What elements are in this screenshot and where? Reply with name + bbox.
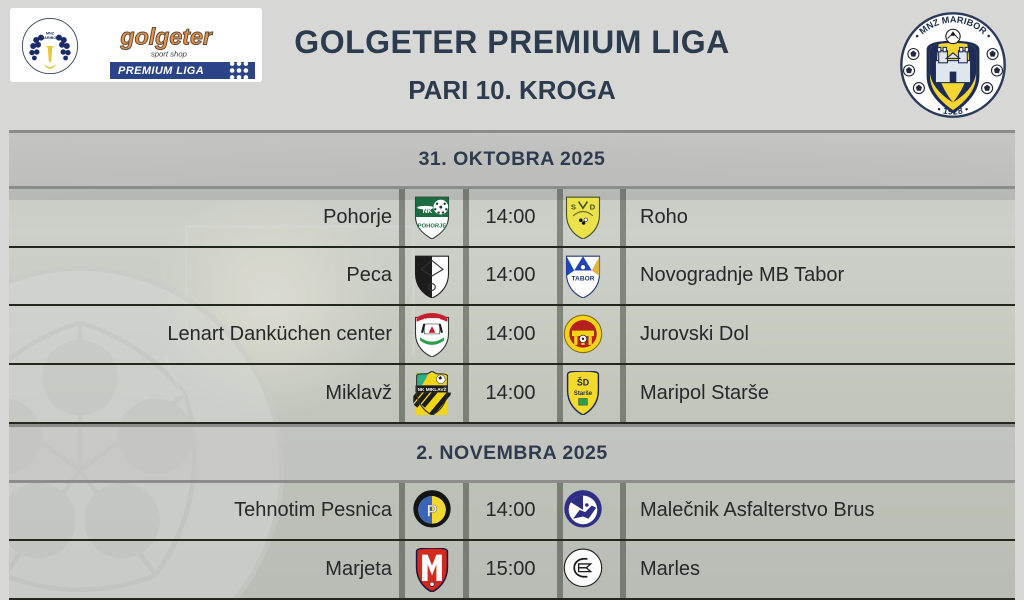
svg-text:MNZ: MNZ bbox=[46, 32, 55, 36]
svg-text:golgeter: golgeter bbox=[119, 24, 213, 50]
svg-text:sport shop: sport shop bbox=[151, 50, 188, 59]
